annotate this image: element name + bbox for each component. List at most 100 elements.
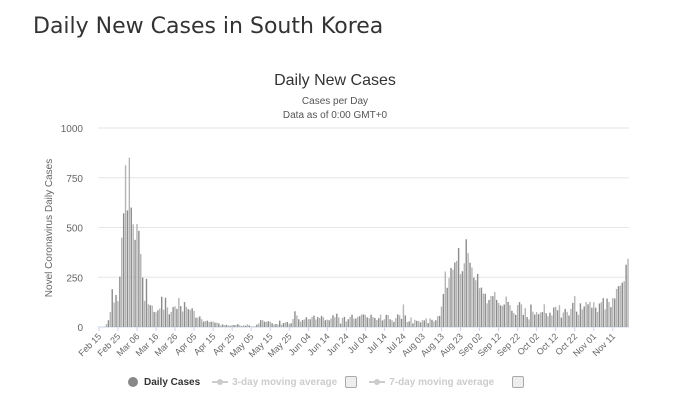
bar-daily-cases[interactable] xyxy=(143,300,146,327)
bar-daily-cases[interactable] xyxy=(495,299,498,327)
bar-daily-cases[interactable] xyxy=(227,325,230,327)
bar-daily-cases[interactable] xyxy=(463,263,466,327)
bar-daily-cases[interactable] xyxy=(610,307,612,327)
bar-daily-cases[interactable] xyxy=(524,308,526,327)
bar-daily-cases[interactable] xyxy=(282,323,285,327)
bar-daily-cases[interactable] xyxy=(113,302,115,327)
bar-daily-cases[interactable] xyxy=(499,305,502,327)
bar-daily-cases[interactable] xyxy=(625,264,627,327)
bar-daily-cases[interactable] xyxy=(134,239,136,327)
bar-daily-cases[interactable] xyxy=(299,321,302,327)
bar-daily-cases[interactable] xyxy=(364,314,367,327)
bar-daily-cases[interactable] xyxy=(221,324,224,327)
bar-daily-cases[interactable] xyxy=(183,302,186,327)
bar-daily-cases[interactable] xyxy=(330,318,332,327)
bar-daily-cases[interactable] xyxy=(303,319,306,327)
bar-daily-cases[interactable] xyxy=(440,306,443,327)
bar-daily-cases[interactable] xyxy=(248,325,250,327)
bar-daily-cases[interactable] xyxy=(589,301,591,327)
bar-daily-cases[interactable] xyxy=(223,325,226,327)
bar-daily-cases[interactable] xyxy=(206,320,209,327)
bar-daily-cases[interactable] xyxy=(410,317,412,327)
bar-daily-cases[interactable] xyxy=(507,301,509,327)
legend-7day-average[interactable]: 7-day moving average xyxy=(369,377,494,388)
bar-daily-cases[interactable] xyxy=(208,322,210,327)
bar-daily-cases[interactable] xyxy=(362,314,365,327)
bar-daily-cases[interactable] xyxy=(446,287,448,327)
legend-3day-average[interactable]: 3-day moving average xyxy=(212,377,337,388)
bar-daily-cases[interactable] xyxy=(318,318,321,327)
bar-daily-cases[interactable] xyxy=(368,318,370,327)
bar-daily-cases[interactable] xyxy=(119,276,121,327)
bar-daily-cases[interactable] xyxy=(486,303,488,327)
bar-daily-cases[interactable] xyxy=(509,305,511,327)
bar-daily-cases[interactable] xyxy=(395,318,397,327)
bar-daily-cases[interactable] xyxy=(465,239,467,327)
bar-daily-cases[interactable] xyxy=(124,165,127,327)
bar-daily-cases[interactable] xyxy=(469,262,471,327)
bar-daily-cases[interactable] xyxy=(358,316,361,327)
bar-daily-cases[interactable] xyxy=(554,306,557,327)
bar-daily-cases[interactable] xyxy=(244,325,247,327)
bar-daily-cases[interactable] xyxy=(199,316,201,327)
bar-daily-cases[interactable] xyxy=(406,322,408,327)
bar-daily-cases[interactable] xyxy=(497,302,500,327)
bar-daily-cases[interactable] xyxy=(174,306,176,327)
bar-daily-cases[interactable] xyxy=(385,314,387,327)
bar-daily-cases[interactable] xyxy=(501,305,504,327)
bar-daily-cases[interactable] xyxy=(617,286,620,327)
bar-daily-cases[interactable] xyxy=(383,319,386,327)
bar-daily-cases[interactable] xyxy=(353,318,355,327)
bar-daily-cases[interactable] xyxy=(461,271,464,327)
bar-daily-cases[interactable] xyxy=(423,320,426,327)
bar-daily-cases[interactable] xyxy=(162,309,165,327)
bar-daily-cases[interactable] xyxy=(225,324,228,327)
bar-daily-cases[interactable] xyxy=(149,305,151,327)
bar-daily-cases[interactable] xyxy=(366,317,368,327)
bar-daily-cases[interactable] xyxy=(263,321,266,327)
bar-daily-cases[interactable] xyxy=(117,301,119,327)
bar-daily-cases[interactable] xyxy=(532,311,534,327)
bar-daily-cases[interactable] xyxy=(233,325,235,327)
bar-daily-cases[interactable] xyxy=(475,280,477,327)
bar-daily-cases[interactable] xyxy=(339,323,342,327)
bar-daily-cases[interactable] xyxy=(250,326,252,327)
bar-daily-cases[interactable] xyxy=(412,323,414,327)
bar-daily-cases[interactable] xyxy=(459,274,462,327)
bar-daily-cases[interactable] xyxy=(357,316,359,327)
bar-daily-cases[interactable] xyxy=(284,322,287,327)
bar-daily-cases[interactable] xyxy=(484,293,486,327)
bar-daily-cases[interactable] xyxy=(145,278,148,327)
bar-daily-cases[interactable] xyxy=(623,281,625,327)
bar-daily-cases[interactable] xyxy=(627,258,629,327)
bar-daily-cases[interactable] xyxy=(351,314,353,327)
bar-daily-cases[interactable] xyxy=(478,288,481,327)
bar-daily-cases[interactable] xyxy=(334,317,336,327)
bar-daily-cases[interactable] xyxy=(279,320,281,327)
bar-daily-cases[interactable] xyxy=(109,312,112,327)
bar-daily-cases[interactable] xyxy=(271,323,273,327)
bar-daily-cases[interactable] xyxy=(454,262,456,327)
bar-daily-cases[interactable] xyxy=(338,317,340,327)
bar-daily-cases[interactable] xyxy=(341,317,344,327)
bar-daily-cases[interactable] xyxy=(164,297,167,327)
bar-daily-cases[interactable] xyxy=(535,312,538,327)
bar-daily-cases[interactable] xyxy=(111,289,113,327)
bar-daily-cases[interactable] xyxy=(168,314,171,327)
bar-daily-cases[interactable] xyxy=(593,302,595,327)
bar-daily-cases[interactable] xyxy=(606,298,608,327)
bar-daily-cases[interactable] xyxy=(528,319,530,327)
bar-daily-cases[interactable] xyxy=(237,324,239,327)
bar-daily-cases[interactable] xyxy=(398,315,401,327)
bar-daily-cases[interactable] xyxy=(579,303,582,327)
bar-daily-cases[interactable] xyxy=(122,213,125,327)
bar-daily-cases[interactable] xyxy=(421,320,424,327)
bar-daily-cases[interactable] xyxy=(400,318,403,327)
bar-daily-cases[interactable] xyxy=(602,298,604,327)
bar-daily-cases[interactable] xyxy=(176,308,178,327)
bar-daily-cases[interactable] xyxy=(231,325,233,327)
bar-daily-cases[interactable] xyxy=(427,323,429,327)
bar-daily-cases[interactable] xyxy=(516,305,519,327)
bar-daily-cases[interactable] xyxy=(155,312,157,327)
bar-daily-cases[interactable] xyxy=(494,291,496,327)
